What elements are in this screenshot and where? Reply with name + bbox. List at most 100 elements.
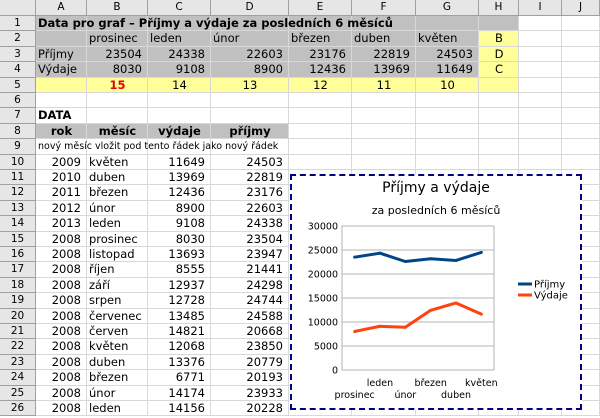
data-cell-mesic[interactable]: leden	[89, 216, 121, 231]
column-header-f[interactable]: F	[352, 0, 416, 16]
row-header-5[interactable]: 5	[0, 77, 36, 93]
data-cell-mesic[interactable]: únor	[89, 385, 116, 400]
data-cell-mesic[interactable]: leden	[89, 401, 121, 415]
column-header-g[interactable]: G	[416, 0, 479, 16]
column-header-b[interactable]: B	[87, 0, 148, 16]
h-column-cell[interactable]: D	[494, 46, 504, 61]
data-cell-vydaje[interactable]: 12436	[168, 185, 205, 200]
row-header-16[interactable]: 16	[0, 247, 36, 263]
row-header-20[interactable]: 20	[0, 308, 36, 324]
data-cell-mesic[interactable]: duben	[89, 170, 126, 184]
data-cell-mesic[interactable]: duben	[89, 354, 126, 369]
data-cell-rok[interactable]: 2008	[51, 354, 81, 369]
data-header-cell[interactable]: rok	[50, 123, 73, 138]
data-cell-prijmy[interactable]: 24338	[246, 216, 283, 231]
data-cell-mesic[interactable]: březen	[89, 185, 129, 200]
vydaje-value-cell[interactable]: 8030	[112, 62, 142, 77]
column-header-c[interactable]: C	[148, 0, 211, 16]
data-cell-prijmy[interactable]: 23933	[246, 385, 283, 400]
row-header-6[interactable]: 6	[0, 93, 36, 109]
month-header-cell[interactable]: březen	[291, 31, 331, 46]
data-cell-rok[interactable]: 2012	[51, 200, 81, 215]
prijmy-value-cell[interactable]: 23504	[105, 46, 142, 61]
row-label-prijmy[interactable]: Příjmy	[38, 46, 74, 61]
data-header-cell[interactable]: výdaje	[158, 123, 201, 138]
data-cell-rok[interactable]: 2008	[51, 385, 81, 400]
data-cell-mesic[interactable]: květen	[89, 154, 129, 169]
row-header-10[interactable]: 10	[0, 154, 36, 170]
row5-index-cell[interactable]: 15	[109, 77, 126, 92]
data-cell-mesic[interactable]: únor	[89, 200, 116, 215]
insert-note[interactable]: nový měsíc vložit pod tento řádek jako n…	[38, 141, 279, 153]
data-cell-rok[interactable]: 2008	[51, 277, 81, 292]
data-cell-rok[interactable]: 2008	[51, 262, 81, 277]
vydaje-value-cell[interactable]: 9108	[175, 62, 205, 77]
data-cell-mesic[interactable]: prosinec	[89, 231, 138, 246]
data-cell-mesic[interactable]: říjen	[89, 262, 115, 277]
data-cell-mesic[interactable]: červenec	[89, 308, 142, 323]
row-header-1[interactable]: 1	[0, 16, 36, 32]
data-cell-prijmy[interactable]: 20193	[246, 370, 283, 385]
row5-index-cell[interactable]: 14	[172, 77, 187, 92]
row-header-25[interactable]: 25	[0, 385, 36, 401]
row5-index-cell[interactable]: 13	[242, 77, 258, 92]
data-cell-prijmy[interactable]: 23850	[246, 339, 283, 354]
data-cell-rok[interactable]: 2008	[51, 324, 81, 338]
data-cell-mesic[interactable]: srpen	[89, 293, 122, 308]
data-cell-prijmy[interactable]: 22819	[246, 170, 283, 184]
column-header-a[interactable]: A	[36, 0, 87, 16]
row-header-17[interactable]: 17	[0, 262, 36, 278]
data-cell-prijmy[interactable]: 20779	[246, 354, 283, 369]
h-column-cell[interactable]: C	[494, 62, 504, 77]
h-column-cell[interactable]: B	[495, 31, 503, 46]
row-header-7[interactable]: 7	[0, 108, 36, 124]
select-all-corner[interactable]	[0, 0, 36, 16]
data-cell-mesic[interactable]: červen	[89, 324, 129, 338]
data-cell-mesic[interactable]: listopad	[89, 247, 135, 261]
prijmy-value-cell[interactable]: 24503	[436, 46, 473, 61]
data-cell-prijmy[interactable]: 21441	[246, 262, 283, 277]
data-cell-vydaje[interactable]: 13485	[168, 308, 205, 323]
row-header-18[interactable]: 18	[0, 277, 36, 294]
data-cell-vydaje[interactable]: 13693	[168, 247, 205, 261]
row-header-14[interactable]: 14	[0, 216, 36, 232]
row-header-2[interactable]: 2	[0, 31, 36, 47]
vydaje-value-cell[interactable]: 12436	[309, 62, 346, 77]
column-header-h[interactable]: H	[479, 0, 519, 16]
data-header-cell[interactable]: měsíc	[98, 123, 137, 138]
row-header-11[interactable]: 11	[0, 170, 36, 186]
row-header-4[interactable]: 4	[0, 62, 36, 78]
data-cell-vydaje[interactable]: 12728	[168, 293, 205, 308]
data-cell-prijmy[interactable]: 24588	[246, 308, 283, 323]
row5-index-cell[interactable]: 10	[440, 77, 455, 92]
data-cell-prijmy[interactable]: 24744	[246, 293, 283, 308]
data-cell-vydaje[interactable]: 8900	[175, 200, 205, 215]
prijmy-value-cell[interactable]: 24338	[168, 46, 205, 61]
row-header-9[interactable]: 9	[0, 139, 36, 155]
data-cell-rok[interactable]: 2009	[51, 154, 81, 169]
data-cell-rok[interactable]: 2010	[51, 170, 81, 184]
prijmy-value-cell[interactable]: 22603	[246, 46, 283, 61]
data-cell-prijmy[interactable]: 23176	[246, 185, 283, 200]
month-header-cell[interactable]: květen	[418, 31, 458, 46]
data-cell-rok[interactable]: 2013	[51, 216, 81, 231]
row-header-22[interactable]: 22	[0, 339, 36, 355]
vydaje-value-cell[interactable]: 11649	[436, 62, 473, 77]
column-header-j[interactable]: J	[562, 0, 600, 16]
column-header-e[interactable]: E	[289, 0, 352, 16]
data-cell-prijmy[interactable]: 24503	[246, 154, 283, 169]
row-header-15[interactable]: 15	[0, 231, 36, 247]
row-header-12[interactable]: 12	[0, 185, 36, 201]
row-header-26[interactable]: 26	[0, 401, 36, 417]
data-cell-rok[interactable]: 2008	[51, 339, 81, 354]
data-section-title[interactable]: DATA	[38, 108, 72, 123]
data-cell-vydaje[interactable]: 14174	[168, 385, 205, 400]
data-cell-rok[interactable]: 2008	[51, 247, 81, 261]
chart-frame[interactable]: Příjmy a výdaje za posledních 6 měsíců 0 50…	[290, 174, 582, 410]
data-cell-mesic[interactable]: květen	[89, 339, 129, 354]
data-cell-vydaje[interactable]: 11649	[168, 154, 205, 169]
data-cell-prijmy[interactable]: 22603	[246, 200, 283, 215]
month-header-cell[interactable]: únor	[213, 31, 240, 46]
data-cell-vydaje[interactable]: 8555	[175, 262, 205, 277]
cell-a1-title[interactable]: Data pro graf – Příjmy a výdaje za posle…	[38, 16, 393, 30]
